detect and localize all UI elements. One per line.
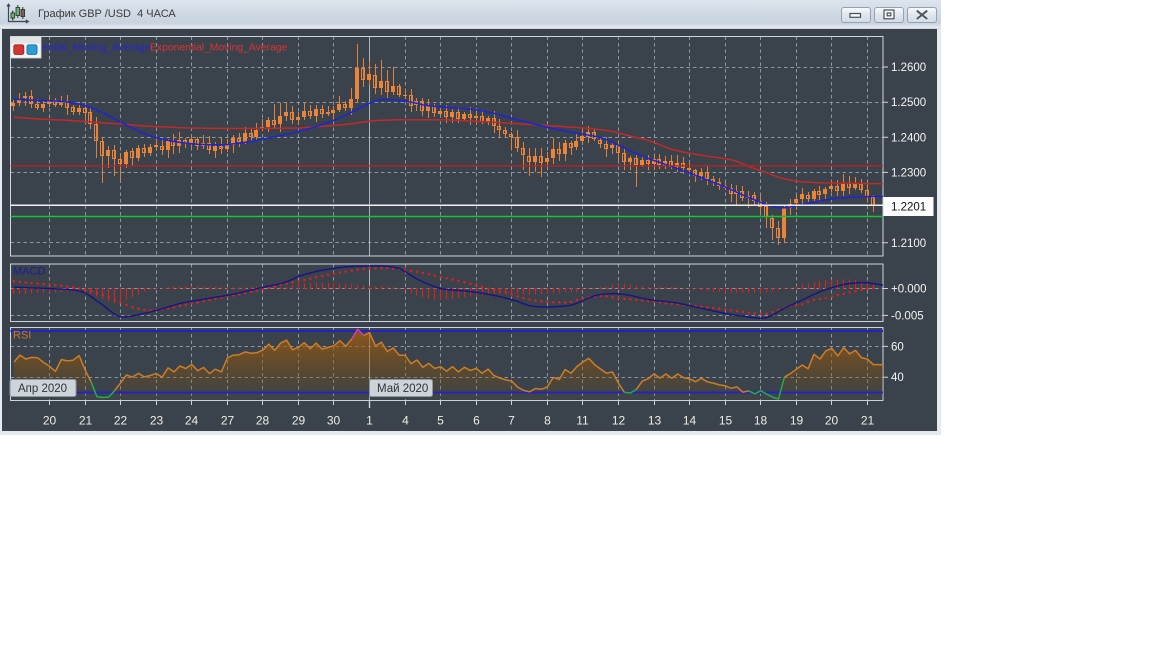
svg-text:7: 7	[508, 414, 515, 428]
svg-text:5: 5	[437, 414, 444, 428]
svg-text:21: 21	[79, 414, 93, 428]
svg-text:4: 4	[402, 414, 409, 428]
svg-text:MACD: MACD	[13, 266, 45, 278]
svg-text:40: 40	[891, 372, 904, 384]
svg-text:11: 11	[576, 414, 589, 428]
svg-text:28: 28	[256, 414, 270, 428]
svg-text:1: 1	[366, 414, 373, 428]
svg-text:20: 20	[825, 414, 839, 428]
svg-text:1.2400: 1.2400	[891, 132, 926, 144]
svg-text:Exponential_Moving_Average: Exponential_Moving_Average	[150, 43, 287, 54]
svg-text:1.2201: 1.2201	[891, 202, 926, 214]
svg-text:1.2300: 1.2300	[891, 167, 926, 179]
svg-text:18: 18	[754, 414, 768, 428]
svg-text:60: 60	[891, 341, 904, 353]
svg-text:19: 19	[790, 414, 804, 428]
svg-text:23: 23	[150, 414, 164, 428]
svg-text:12: 12	[612, 414, 626, 428]
svg-text:RSI: RSI	[13, 330, 31, 342]
svg-text:1.2100: 1.2100	[891, 238, 926, 250]
svg-text:24: 24	[185, 414, 199, 428]
svg-text:1.2600: 1.2600	[891, 62, 926, 74]
svg-text:15: 15	[719, 414, 733, 428]
svg-text:6: 6	[473, 414, 480, 428]
svg-text:21: 21	[861, 414, 875, 428]
svg-text:20: 20	[43, 414, 57, 428]
svg-text:29: 29	[292, 414, 306, 428]
svg-text:+0.000: +0.000	[891, 284, 927, 296]
svg-text:8: 8	[544, 414, 551, 428]
svg-text:22: 22	[114, 414, 128, 428]
svg-text:Май 2020: Май 2020	[377, 383, 428, 395]
svg-text:14: 14	[683, 414, 697, 428]
svg-text:30: 30	[327, 414, 341, 428]
svg-text:1.2500: 1.2500	[891, 97, 926, 109]
svg-text:Exponential_Moving_Average: Exponential_Moving_Average	[13, 43, 150, 54]
svg-text:-0.005: -0.005	[891, 310, 924, 322]
svg-text:27: 27	[221, 414, 235, 428]
svg-text:Апр 2020: Апр 2020	[18, 383, 67, 395]
svg-text:13: 13	[648, 414, 662, 428]
